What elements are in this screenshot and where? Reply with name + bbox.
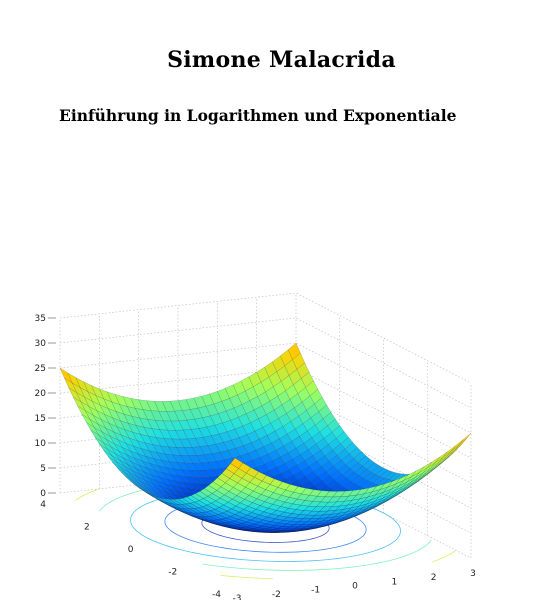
x-tick-label: 2 xyxy=(84,523,90,533)
y-tick-label: 2 xyxy=(431,573,437,583)
y-tick-label: -2 xyxy=(272,590,281,600)
z-tick-label: 15 xyxy=(35,414,46,424)
y-tick-label: -1 xyxy=(311,586,320,596)
z-tick-label: 5 xyxy=(40,464,46,474)
z-tick-label: 30 xyxy=(35,339,47,349)
x-tick-label: -2 xyxy=(168,568,177,578)
x-tick-label: -4 xyxy=(212,590,221,600)
y-tick-label: 3 xyxy=(470,569,476,579)
y-tick-label: 0 xyxy=(352,582,358,592)
z-tick-label: 10 xyxy=(35,439,47,449)
book-title: Einführung in Logarithmen und Exponentia… xyxy=(59,106,457,125)
x-tick-label: 4 xyxy=(40,500,46,510)
author-name: Simone Malacrida xyxy=(167,47,396,73)
x-tick-label: 0 xyxy=(128,545,134,555)
z-tick-label: 0 xyxy=(40,489,46,499)
z-tick-label: 25 xyxy=(35,364,46,374)
z-tick-label: 20 xyxy=(35,389,47,399)
surface-mesh xyxy=(59,342,472,533)
z-tick-label: 35 xyxy=(35,314,46,324)
y-tick-label: 1 xyxy=(391,577,397,587)
y-tick-label: -3 xyxy=(233,594,242,600)
